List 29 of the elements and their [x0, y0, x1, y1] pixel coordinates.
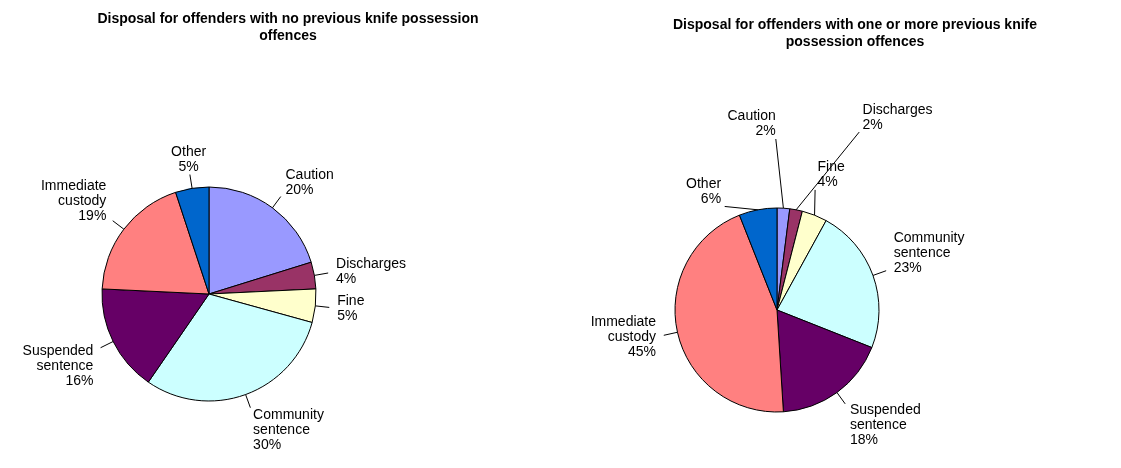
slice-label: Suspended sentence: [22, 342, 94, 374]
slice-label: Community sentence: [893, 229, 965, 260]
data-label: 30%: [253, 436, 282, 453]
data-label: 5%: [337, 306, 358, 323]
data-label: 20%: [285, 181, 314, 198]
data-label: 16%: [65, 372, 94, 389]
slice-label: Suspended sentence: [849, 401, 921, 433]
slice-label: Fine: [337, 291, 365, 308]
data-label: 2%: [755, 122, 776, 138]
slice-label: Community sentence: [253, 406, 324, 438]
data-label: 5%: [178, 157, 199, 174]
slice-label: Caution: [285, 166, 334, 183]
slice-label: Discharges: [862, 100, 933, 117]
data-label: 45%: [627, 343, 656, 360]
slice-label: Immediate custody: [590, 313, 657, 345]
slice-label: Fine: [817, 158, 845, 175]
data-label: 18%: [849, 431, 878, 448]
chart-title: Disposal for offenders with no previous knife possession offences: [96, 10, 480, 44]
data-label: 2%: [862, 115, 883, 132]
data-label: 4%: [817, 173, 838, 190]
chart-title: Disposal for offenders with one or more previous knife possession offences: [671, 16, 1039, 50]
slice-label: Discharges: [336, 255, 407, 272]
slice-label: Caution: [727, 107, 776, 123]
slice-label: Immediate custody: [40, 176, 107, 208]
data-label: 23%: [893, 259, 922, 275]
data-label: 6%: [700, 190, 722, 207]
data-label: 4%: [336, 270, 357, 287]
slice-label: Other: [171, 142, 207, 159]
slice-label: Other: [686, 175, 722, 192]
